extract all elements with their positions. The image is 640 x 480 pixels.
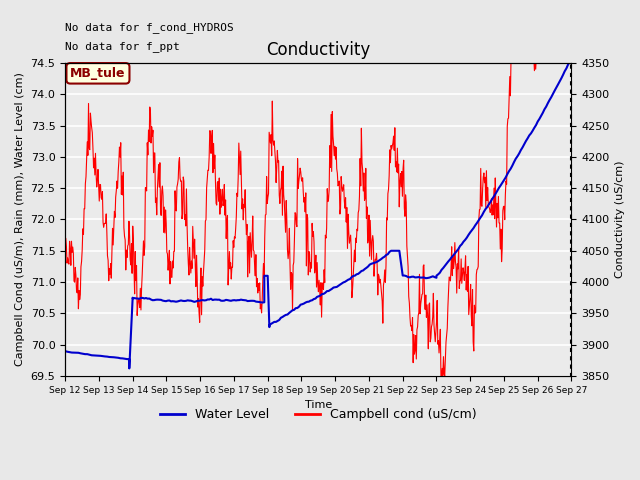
X-axis label: Time: Time bbox=[305, 400, 332, 410]
Y-axis label: Campbell Cond (uS/m), Rain (mm), Water Level (cm): Campbell Cond (uS/m), Rain (mm), Water L… bbox=[15, 72, 25, 366]
Y-axis label: Conductivity (uS/cm): Conductivity (uS/cm) bbox=[615, 161, 625, 278]
Text: No data for f_ppt: No data for f_ppt bbox=[65, 41, 180, 52]
Legend: Water Level, Campbell cond (uS/cm): Water Level, Campbell cond (uS/cm) bbox=[156, 403, 481, 426]
Text: MB_tule: MB_tule bbox=[70, 67, 125, 80]
Text: No data for f_cond_HYDROS: No data for f_cond_HYDROS bbox=[65, 23, 234, 33]
Title: Conductivity: Conductivity bbox=[266, 41, 371, 59]
